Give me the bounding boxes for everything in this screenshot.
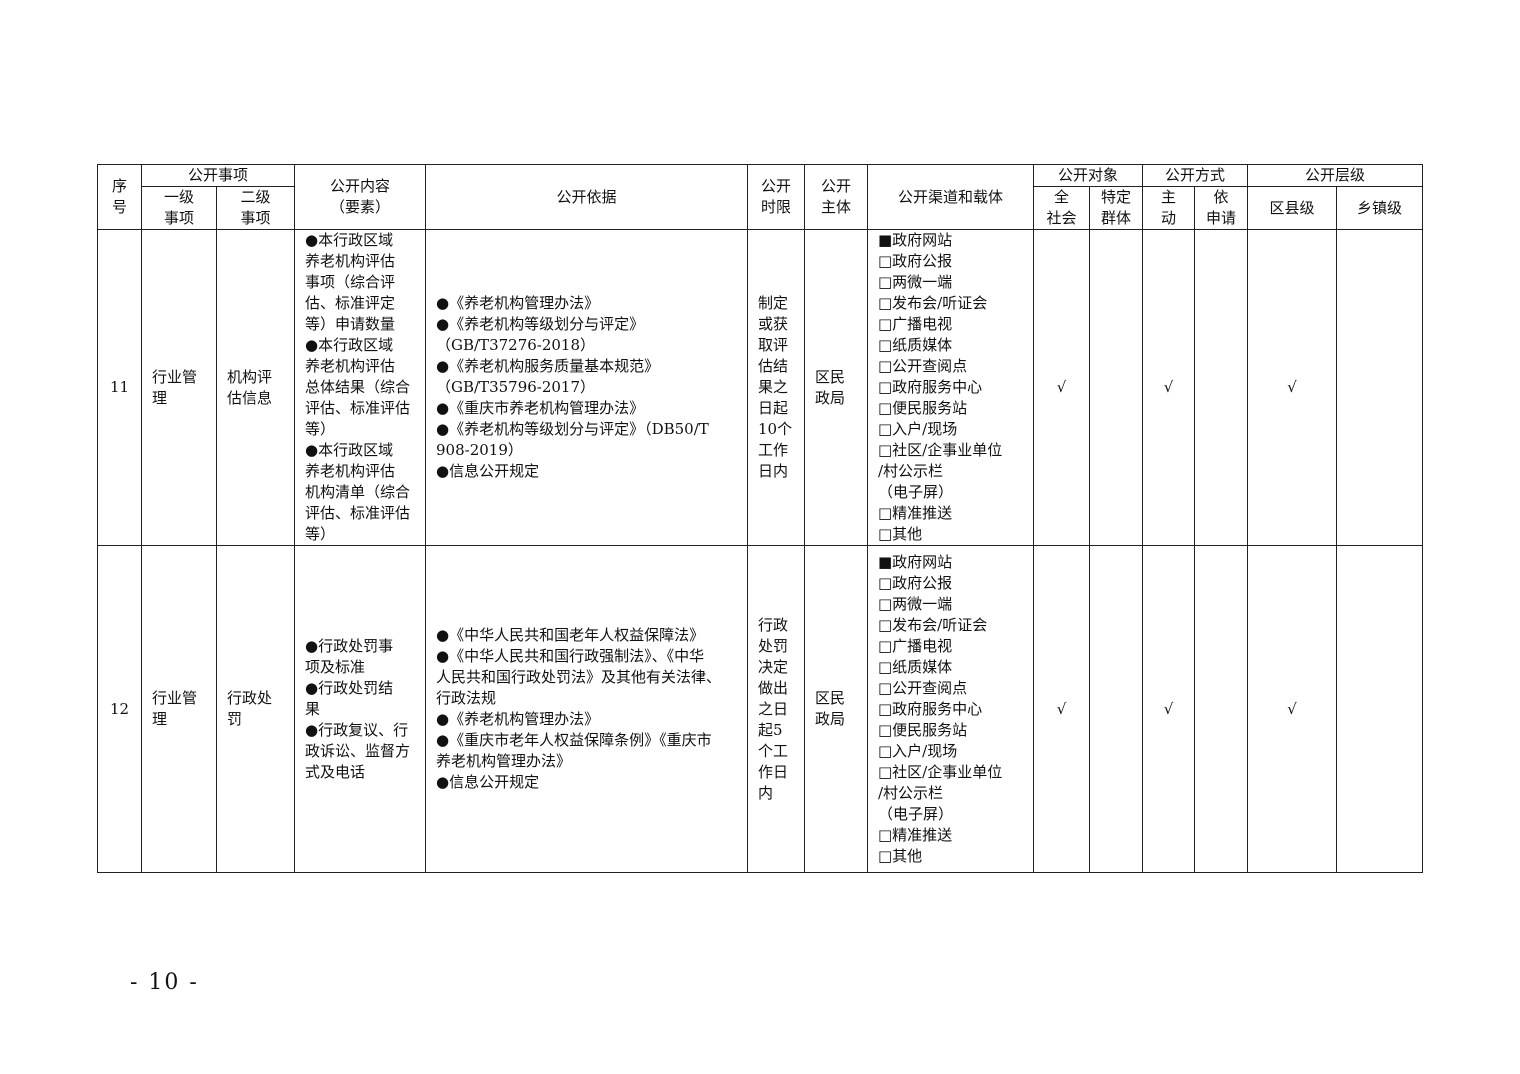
cell-subject: 区民 政局	[804, 229, 868, 546]
cell-method-active: √	[1142, 545, 1195, 873]
cell-channels: ■政府网站 □政府公报 □两微一端 □发布会/听证会 □广播电视 □纸质媒体 □…	[867, 545, 1034, 873]
header-basis: 公开依据	[425, 164, 748, 230]
cell-level2: 行政处 罚	[216, 545, 295, 873]
header-items-group: 公开事项	[141, 164, 295, 187]
cell-level-county: √	[1247, 545, 1337, 873]
cell-level2: 机构评 估信息	[216, 229, 295, 546]
header-seq: 序 号	[97, 164, 142, 230]
header-method-active: 主 动	[1142, 186, 1195, 230]
cell-content: ●本行政区域 养老机构评估 事项（综合评 估、标准评定 等）申请数量 ●本行政区…	[294, 229, 426, 546]
header-target-specific: 特定 群体	[1089, 186, 1143, 230]
cell-level1: 行业管 理	[141, 229, 217, 546]
disclosure-table: 序 号 公开事项 公开内容 （要素） 公开依据 公开 时限 公开 主体 公开渠道…	[97, 164, 1423, 873]
cell-time-limit: 行政 处罚 决定 做出 之日 起5 个工 作日 内	[747, 545, 805, 873]
header-level-county: 区县级	[1247, 186, 1337, 230]
cell-level-town	[1336, 229, 1423, 546]
header-level-group: 公开层级	[1247, 164, 1423, 187]
header-row-2: 一级 事项 二级 事项 全 社会 特定 群体 主 动 依 申请 区县级 乡镇级	[98, 186, 1423, 230]
page-number: - 10 -	[130, 970, 199, 995]
header-time-limit: 公开 时限	[747, 164, 805, 230]
header-level2: 二级 事项	[216, 186, 295, 230]
header-method-group: 公开方式	[1142, 164, 1248, 187]
cell-basis: ●《养老机构管理办法》 ●《养老机构等级划分与评定》 （GB/T37276-20…	[425, 229, 748, 546]
cell-target-specific	[1089, 229, 1143, 546]
header-level-town: 乡镇级	[1336, 186, 1423, 230]
cell-subject: 区民 政局	[804, 545, 868, 873]
table-row: 12 行业管 理 行政处 罚 ●行政处罚事 项及标准 ●行政处罚结 果 ●行政复…	[97, 545, 1423, 873]
header-channels: 公开渠道和载体	[867, 164, 1034, 230]
header-row-1: 序 号 公开事项 公开内容 （要素） 公开依据 公开 时限 公开 主体 公开渠道…	[97, 164, 1423, 230]
header-subject: 公开 主体	[804, 164, 868, 230]
cell-level-town	[1336, 545, 1423, 873]
header-target-group: 公开对象	[1033, 164, 1143, 187]
table-row: 11 行业管 理 机构评 估信息 ●本行政区域 养老机构评估 事项（综合评 估、…	[97, 229, 1423, 546]
cell-seq: 12	[97, 545, 142, 873]
header-method-request: 依 申请	[1194, 186, 1248, 230]
cell-target-all: √	[1033, 545, 1090, 873]
cell-channels: ■政府网站 □政府公报 □两微一端 □发布会/听证会 □广播电视 □纸质媒体 □…	[867, 229, 1034, 546]
cell-method-active: √	[1142, 229, 1195, 546]
cell-target-all: √	[1033, 229, 1090, 546]
cell-seq: 11	[97, 229, 142, 546]
cell-basis: ●《中华人民共和国老年人权益保障法》 ●《中华人民共和国行政强制法》、《中华 人…	[425, 545, 748, 873]
cell-level1: 行业管 理	[141, 545, 217, 873]
cell-method-request	[1194, 229, 1248, 546]
cell-time-limit: 制定 或获 取评 估结 果之 日起 10个 工作 日内	[747, 229, 805, 546]
cell-method-request	[1194, 545, 1248, 873]
header-level1: 一级 事项	[141, 186, 217, 230]
header-content: 公开内容 （要素）	[294, 164, 426, 230]
cell-content: ●行政处罚事 项及标准 ●行政处罚结 果 ●行政复议、行 政诉讼、监督方 式及电…	[294, 545, 426, 873]
cell-target-specific	[1089, 545, 1143, 873]
cell-level-county: √	[1247, 229, 1337, 546]
header-target-all: 全 社会	[1033, 186, 1090, 230]
